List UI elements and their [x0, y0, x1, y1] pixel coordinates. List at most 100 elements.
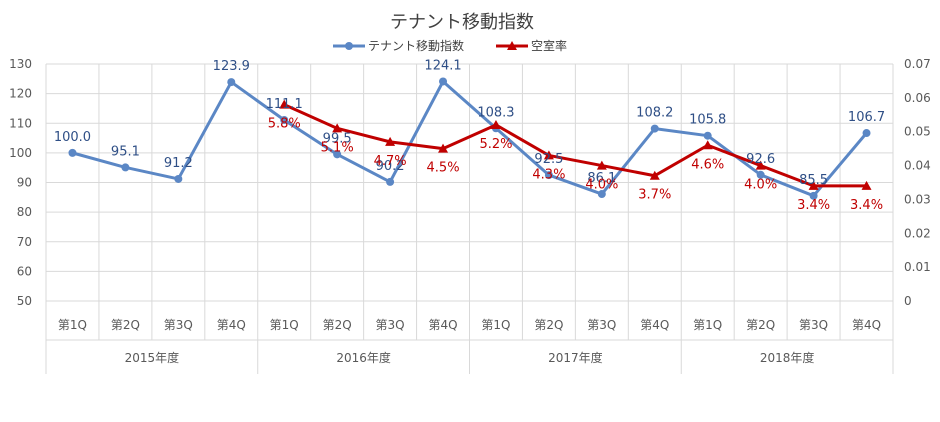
category-label: 第3Q	[587, 318, 616, 332]
right-tick-label: 0	[904, 294, 912, 308]
category-label: 第4Q	[852, 318, 881, 332]
tenant-index-label: 92.5	[534, 152, 563, 167]
vacancy-rate-label: 4.0%	[585, 178, 618, 193]
tenant-index-label: 86.1	[587, 171, 616, 186]
tenant-index-point	[333, 150, 342, 159]
right-tick-label: 0.01	[904, 260, 931, 274]
tenant-index-point	[756, 170, 765, 179]
right-tick-label: 0.02	[904, 226, 931, 240]
right-tick-label: 0.04	[904, 159, 931, 173]
year-group-label: 2016年度	[336, 350, 391, 365]
vacancy-rate-label: 4.7%	[374, 154, 407, 169]
vacancy-rate-label: 3.4%	[850, 198, 883, 213]
tenant-index-point	[703, 131, 712, 140]
vacancy-rate-point	[649, 170, 660, 180]
right-tick-label: 0.07	[904, 57, 931, 71]
tenant-index-label: 100.0	[54, 130, 91, 145]
vacancy-rate-label: 4.0%	[744, 178, 777, 193]
category-label: 第2Q	[111, 318, 140, 332]
left-tick-label: 90	[17, 176, 32, 190]
vacancy-rate-label: 5.8%	[268, 117, 301, 132]
tenant-index-point	[280, 115, 289, 124]
vacancy-rate-label: 4.3%	[532, 167, 565, 182]
tenant-index-point	[174, 174, 183, 183]
tenant-index-point	[650, 124, 659, 133]
category-label: 第2Q	[534, 318, 563, 332]
tenant-index-label: 92.6	[746, 152, 775, 167]
vacancy-rate-label: 4.5%	[427, 161, 460, 176]
category-label: 第1Q	[693, 318, 722, 332]
left-tick-label: 110	[9, 116, 32, 130]
left-tick-label: 100	[9, 146, 32, 160]
tenant-index-point	[809, 191, 818, 200]
tenant-index-label: 99.5	[323, 131, 352, 146]
category-axis: 第1Q 第2Q 第3Q 第4Q 第1Q 第2Q 第3Q 第4Q 第1Q 第2Q 第3Q 第4Q 第1Q 第…	[58, 318, 881, 365]
gridlines	[45, 63, 894, 374]
tenant-index-point	[121, 163, 130, 172]
tenant-index-point	[68, 148, 77, 157]
series-line-vacancy-rate	[283, 103, 867, 188]
year-group-label: 2015年度	[125, 350, 180, 365]
tenant-index-point	[597, 190, 606, 199]
vacancy-rate-label: 4.6%	[691, 157, 724, 172]
right-tick-label: 0.05	[904, 125, 931, 139]
left-tick-label: 130	[9, 57, 32, 71]
category-label: 第4Q	[217, 318, 246, 332]
tenant-index-label: 108.3	[477, 105, 514, 120]
vacancy-rate-point	[385, 136, 396, 146]
left-axis: 130 120 110 100 90 80 70 60 50	[9, 57, 32, 308]
vacancy-rate-point	[279, 99, 290, 109]
series-lines	[72, 79, 868, 198]
vacancy-rate-label: 3.7%	[638, 188, 671, 203]
year-group-label: 2017年度	[548, 350, 603, 365]
category-label: 第3Q	[799, 318, 828, 332]
tenant-index-point	[439, 77, 448, 86]
right-axis: 0.07 0.06 0.05 0.04 0.03 0.02 0.01 0	[904, 57, 931, 308]
vacancy-rate-point	[861, 180, 872, 190]
vacancy-rate-point	[332, 123, 343, 133]
vacancy-rate-label: 3.4%	[797, 198, 830, 213]
series-markers	[68, 77, 872, 200]
category-label: 第1Q	[270, 318, 299, 332]
left-tick-label: 120	[9, 87, 32, 101]
tenant-index-label: 91.2	[164, 156, 193, 171]
vacancy-rate-point	[490, 119, 501, 129]
right-tick-label: 0.03	[904, 192, 931, 206]
vacancy-rate-point	[702, 140, 713, 150]
tenant-index-label: 124.1	[424, 58, 461, 73]
tenant-index-point	[544, 171, 553, 180]
tenant-index-point	[227, 78, 236, 87]
tenant-index-label: 90.2	[376, 159, 405, 174]
data-labels: 100.0 95.1 91.2 123.9 111.1 99.5 90.2 124.1 108.…	[54, 58, 885, 212]
vacancy-rate-point	[755, 160, 766, 170]
vacancy-rate-point	[596, 160, 607, 170]
legend-label-vacancy: 空室率	[531, 38, 567, 53]
legend-marker-vacancy	[507, 41, 517, 50]
legend: テナント移動指数 空室率	[333, 38, 567, 53]
category-label: 第4Q	[428, 318, 457, 332]
legend-label-tenant: テナント移動指数	[368, 38, 464, 53]
year-group-label: 2018年度	[760, 350, 815, 365]
chart-title: テナント移動指数	[390, 12, 534, 33]
vacancy-rate-point	[438, 143, 449, 153]
left-tick-label: 50	[17, 294, 32, 308]
category-label: 第4Q	[640, 318, 669, 332]
tenant-index-label: 85.5	[799, 173, 828, 188]
tenant-index-label: 95.1	[111, 144, 140, 159]
legend-marker-tenant	[345, 42, 353, 50]
tenant-index-label: 108.2	[636, 106, 673, 121]
right-tick-label: 0.06	[904, 91, 931, 105]
category-label: 第3Q	[164, 318, 193, 332]
tenant-index-point	[862, 129, 871, 138]
category-label: 第2Q	[323, 318, 352, 332]
vacancy-rate-label: 5.2%	[479, 137, 512, 152]
tenant-index-label: 111.1	[266, 97, 303, 112]
category-label: 第1Q	[481, 318, 510, 332]
left-tick-label: 80	[17, 205, 32, 219]
category-label: 第1Q	[58, 318, 87, 332]
category-label: 第3Q	[376, 318, 405, 332]
tenant-index-point	[386, 177, 395, 186]
tenant-index-label: 105.8	[689, 113, 726, 128]
tenant-index-label: 106.7	[848, 110, 885, 125]
